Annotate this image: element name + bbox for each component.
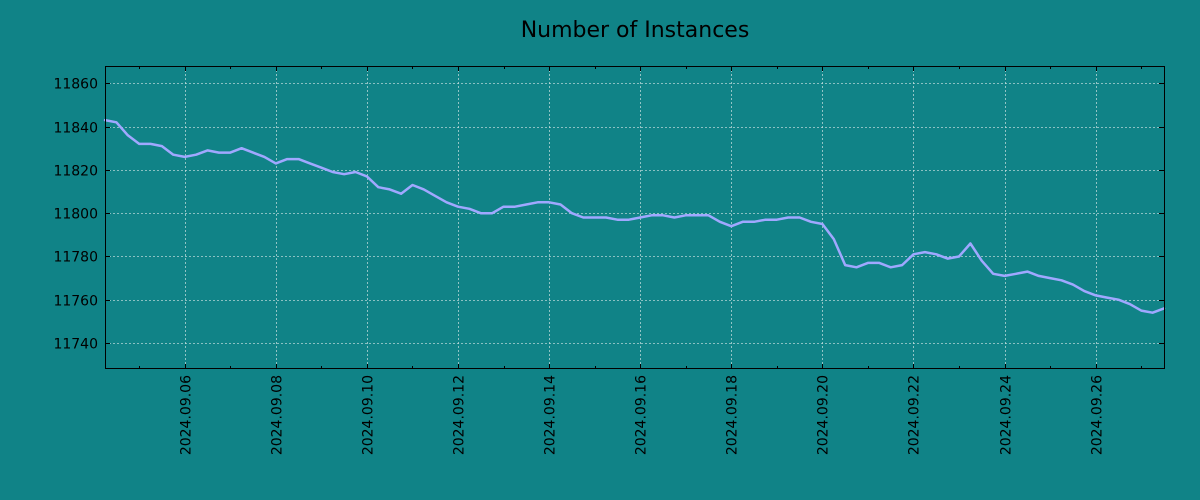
series-line (103, 118, 1166, 314)
x-tick-label: 2024.09.20 (816, 375, 832, 455)
x-tick-label: 2024.09.24 (999, 375, 1015, 455)
y-tick-label: 11740 (53, 337, 98, 353)
x-tick-label: 2024.09.18 (725, 375, 741, 455)
y-tick-label: 11860 (53, 77, 98, 93)
x-tick-label: 2024.09.26 (1090, 375, 1106, 455)
x-tick-label: 2024.09.08 (270, 375, 286, 455)
grid (105, 66, 1164, 369)
y-tick-label: 11780 (53, 250, 98, 266)
ticks: 11740 11760 11780 11800 11820 11840 11860 2024.… (53, 66, 1164, 455)
y-tick-label: 11820 (53, 164, 98, 180)
x-tick-label: 2024.09.10 (361, 375, 377, 455)
y-tick-label: 11800 (53, 207, 98, 223)
series-layer (103, 118, 1166, 314)
x-tick-label: 2024.09.22 (907, 375, 923, 455)
y-tick-label: 11840 (53, 121, 98, 137)
x-tick-label: 2024.09.06 (179, 375, 195, 455)
y-tick-label: 11760 (53, 294, 98, 310)
x-tick-label: 2024.09.12 (452, 375, 468, 455)
chart-title: Number of Instances (521, 18, 750, 43)
x-tick-label: 2024.09.16 (634, 375, 650, 455)
axes-frame (105, 66, 1165, 369)
x-tick-label: 2024.09.14 (543, 375, 559, 455)
